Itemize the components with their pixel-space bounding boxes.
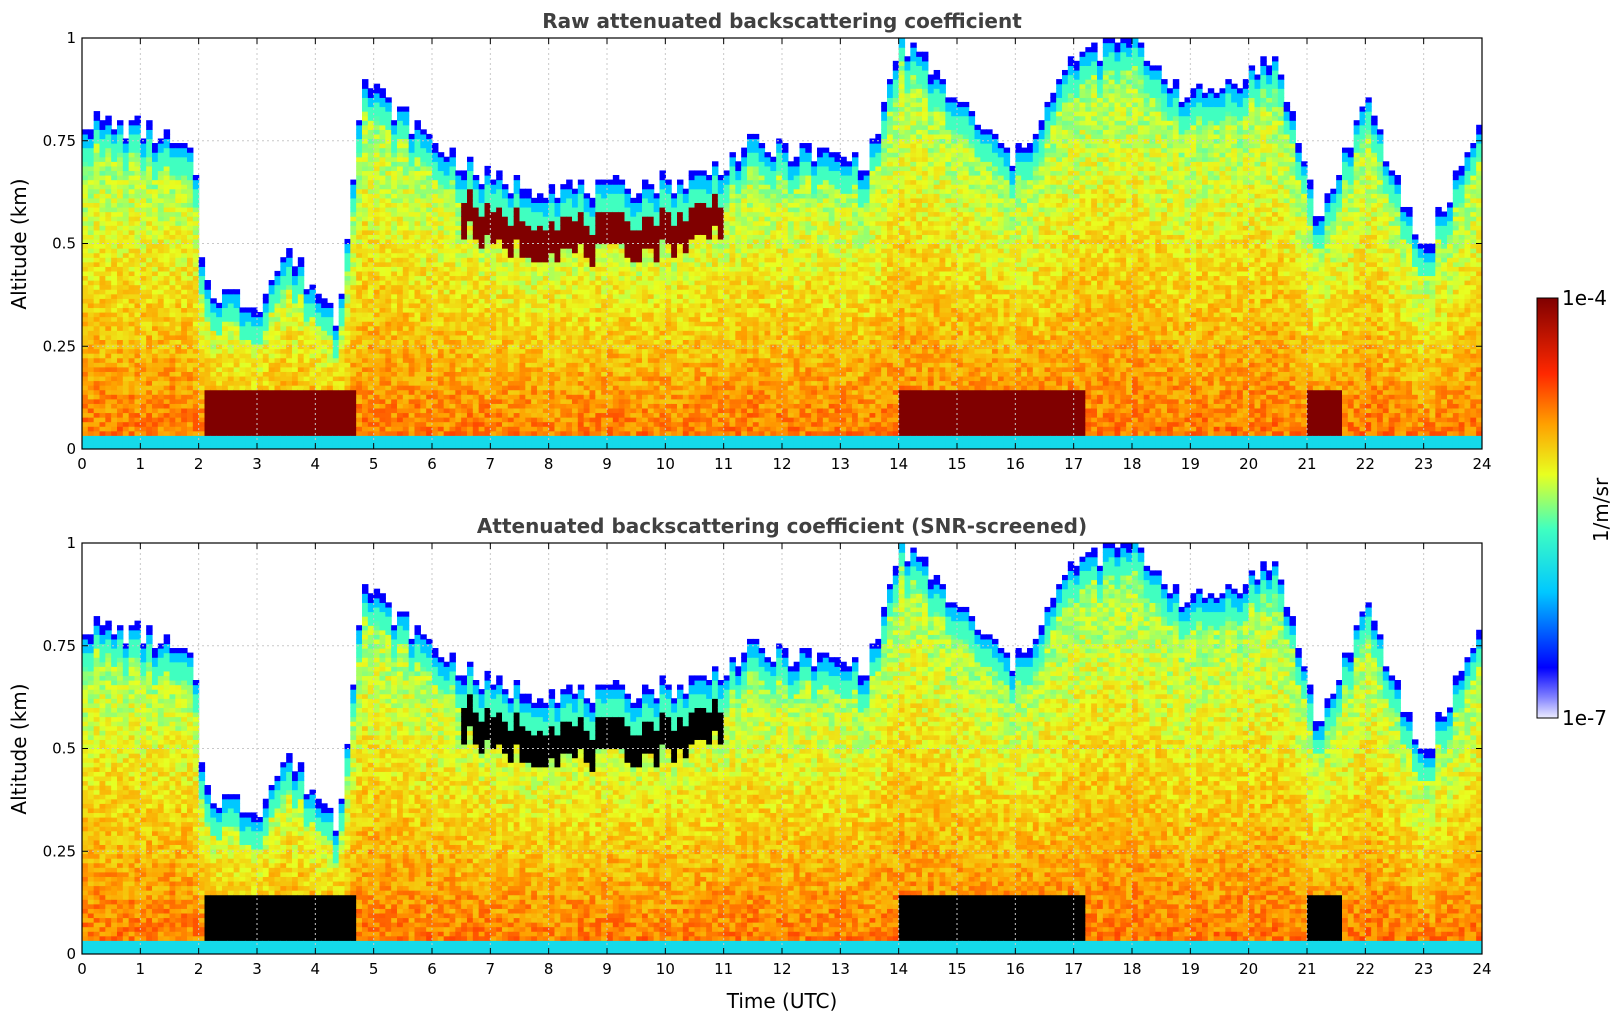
x-tick-label: 8 <box>544 455 554 473</box>
y-tick-label: 0.25 <box>43 842 76 860</box>
x-tick-label: 4 <box>311 960 321 978</box>
axis-ticks: 0 1 2 3 4 5 6 7 8 9 10 11 12 13 14 15 16 17 18 19 20 21 22 23 24… <box>43 29 1492 473</box>
x-tick-label: 1 <box>136 455 146 473</box>
x-tick-label: 19 <box>1181 455 1200 473</box>
heatmap-image <box>82 543 1482 954</box>
x-tick-label: 3 <box>252 960 262 978</box>
x-tick-label: 0 <box>77 455 87 473</box>
x-tick-label: 2 <box>194 455 204 473</box>
colorbar-min-label: 1e-7 <box>1562 706 1607 730</box>
axis-ticks: 0 1 2 3 4 5 6 7 8 9 10 11 12 13 14 15 16 17 18 19 20 21 22 23 24… <box>43 534 1492 978</box>
y-tick-label: 1 <box>66 29 76 47</box>
heatmap-image <box>82 38 1482 449</box>
y-tick-label: 0 <box>66 440 76 458</box>
x-tick-label: 13 <box>831 960 850 978</box>
y-tick-label: 1 <box>66 534 76 552</box>
x-tick-label: 21 <box>1297 455 1316 473</box>
x-tick-label: 13 <box>831 455 850 473</box>
y-tick-label: 0.5 <box>52 235 76 253</box>
x-tick-label: 10 <box>656 455 675 473</box>
x-axis-label: Time (UTC) <box>726 989 838 1013</box>
grid-lines <box>82 38 1482 449</box>
y-axis-label: Altitude (km) <box>7 178 31 309</box>
x-tick-label: 2 <box>194 960 204 978</box>
grid-lines <box>82 543 1482 954</box>
colorbar-max-label: 1e-4 <box>1562 286 1607 310</box>
x-tick-label: 23 <box>1414 455 1433 473</box>
x-tick-label: 11 <box>714 960 733 978</box>
x-tick-label: 18 <box>1122 455 1141 473</box>
panel-title: Raw attenuated backscattering coefficien… <box>542 9 1022 33</box>
x-tick-label: 21 <box>1297 960 1316 978</box>
x-tick-label: 22 <box>1356 960 1375 978</box>
y-tick-label: 0.75 <box>43 132 76 150</box>
x-tick-label: 8 <box>544 960 554 978</box>
bottom-panel: Attenuated backscattering coefficient (S… <box>7 514 1492 1013</box>
x-tick-label: 3 <box>252 455 262 473</box>
x-tick-label: 14 <box>889 960 908 978</box>
x-tick-label: 19 <box>1181 960 1200 978</box>
x-tick-label: 9 <box>602 960 612 978</box>
y-tick-label: 0.75 <box>43 637 76 655</box>
x-tick-label: 4 <box>311 455 321 473</box>
x-tick-label: 18 <box>1122 960 1141 978</box>
x-tick-label: 20 <box>1239 455 1258 473</box>
colorbar: 1e-4 1e-7 1/m/sr <box>1536 286 1613 730</box>
x-tick-label: 6 <box>427 960 437 978</box>
x-tick-label: 12 <box>772 960 791 978</box>
x-tick-label: 14 <box>889 455 908 473</box>
x-tick-label: 11 <box>714 455 733 473</box>
x-tick-label: 0 <box>77 960 87 978</box>
y-tick-label: 0.5 <box>52 740 76 758</box>
panel-title: Attenuated backscattering coefficient (S… <box>477 514 1087 538</box>
x-tick-label: 20 <box>1239 960 1258 978</box>
x-tick-label: 17 <box>1064 960 1083 978</box>
x-tick-label: 5 <box>369 960 379 978</box>
x-tick-label: 7 <box>486 455 496 473</box>
y-tick-label: 0 <box>66 945 76 963</box>
x-tick-label: 10 <box>656 960 675 978</box>
x-tick-label: 23 <box>1414 960 1433 978</box>
x-tick-label: 15 <box>947 455 966 473</box>
x-tick-label: 6 <box>427 455 437 473</box>
x-tick-label: 16 <box>1006 455 1025 473</box>
x-tick-label: 24 <box>1472 455 1491 473</box>
y-tick-label: 0.25 <box>43 337 76 355</box>
x-tick-label: 7 <box>486 960 496 978</box>
x-tick-label: 24 <box>1472 960 1491 978</box>
colorbar-gradient <box>1536 297 1559 719</box>
x-tick-label: 17 <box>1064 455 1083 473</box>
x-tick-label: 9 <box>602 455 612 473</box>
y-axis-label: Altitude (km) <box>7 683 31 814</box>
x-tick-label: 22 <box>1356 455 1375 473</box>
x-tick-label: 16 <box>1006 960 1025 978</box>
colorbar-unit-label: 1/m/sr <box>1589 477 1613 542</box>
x-tick-label: 1 <box>136 960 146 978</box>
x-tick-label: 5 <box>369 455 379 473</box>
x-tick-label: 15 <box>947 960 966 978</box>
top-panel: Raw attenuated backscattering coefficien… <box>7 9 1492 473</box>
x-tick-label: 12 <box>772 455 791 473</box>
